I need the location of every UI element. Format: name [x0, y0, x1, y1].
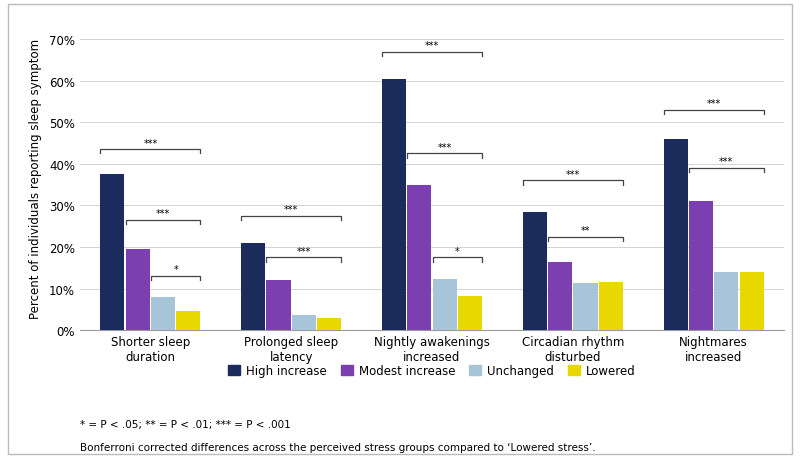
Text: ***: *** — [706, 99, 721, 109]
Bar — [598, 283, 623, 330]
Bar — [100, 175, 125, 330]
Bar — [292, 315, 316, 330]
Text: ***: *** — [156, 209, 170, 219]
Text: * = P < .05; ** = P < .01; *** = P < .001: * = P < .05; ** = P < .01; *** = P < .00… — [80, 419, 290, 429]
Bar — [241, 243, 266, 330]
Text: ***: *** — [425, 41, 439, 51]
Bar — [663, 140, 688, 330]
Bar — [522, 212, 547, 330]
Bar — [689, 202, 713, 330]
Y-axis label: Percent of individuals reporting sleep symptom: Percent of individuals reporting sleep s… — [29, 39, 42, 319]
Bar — [176, 312, 201, 330]
Bar — [458, 297, 482, 330]
Bar — [433, 280, 457, 330]
Bar — [548, 262, 572, 330]
Text: ***: *** — [719, 157, 734, 167]
Bar — [126, 250, 150, 330]
Text: ***: *** — [143, 138, 158, 148]
Text: **: ** — [581, 225, 590, 235]
Text: ***: *** — [566, 169, 580, 179]
Bar — [266, 281, 290, 330]
Text: ***: *** — [438, 142, 452, 152]
Text: ***: *** — [297, 246, 311, 256]
Bar — [382, 79, 406, 330]
Bar — [407, 185, 431, 330]
Bar — [574, 284, 598, 330]
Legend: High increase, Modest increase, Unchanged, Lowered: High increase, Modest increase, Unchange… — [224, 359, 640, 382]
Bar — [739, 272, 764, 330]
Text: Bonferroni corrected differences across the perceived stress groups compared to : Bonferroni corrected differences across … — [80, 442, 596, 452]
Text: *: * — [455, 246, 460, 256]
Text: *: * — [174, 265, 178, 275]
Bar — [714, 272, 738, 330]
Bar — [317, 318, 342, 330]
Bar — [151, 297, 175, 330]
Text: ***: *** — [284, 205, 298, 215]
